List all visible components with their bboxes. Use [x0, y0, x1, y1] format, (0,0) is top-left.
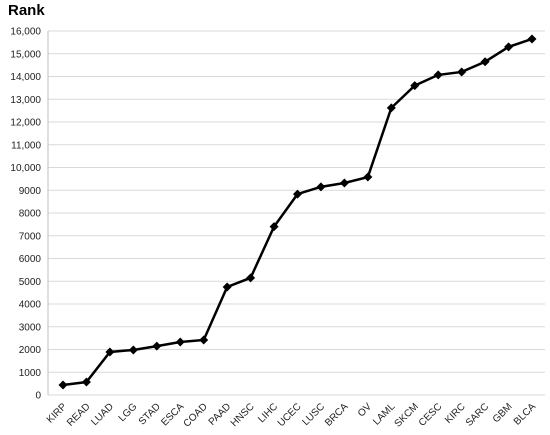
y-tick-label: 1000: [19, 368, 42, 379]
marker: [199, 335, 209, 345]
y-tick-label: 8000: [19, 209, 42, 220]
x-tick-label: BLCA: [512, 401, 538, 427]
x-tick-label: PAAD: [207, 401, 234, 428]
x-tick-label: SARC: [464, 401, 491, 428]
y-tick-label: 7000: [19, 231, 42, 242]
x-tick-label: STAD: [137, 401, 163, 427]
x-tick-label: UCEC: [276, 401, 304, 429]
x-tick-label: OV: [356, 401, 374, 419]
y-tick-label: 6000: [19, 254, 42, 265]
marker: [222, 282, 232, 292]
marker: [527, 34, 537, 44]
y-tick-label: 2000: [19, 345, 42, 356]
chart-title: Rank: [8, 2, 45, 19]
y-tick-label: 9000: [19, 186, 42, 197]
x-tick-label: SKCM: [393, 401, 421, 429]
x-tick-label: BRCA: [323, 401, 351, 429]
y-tick-label: 5000: [19, 277, 42, 288]
marker: [410, 81, 420, 91]
x-tick-label: READ: [65, 401, 92, 428]
marker: [363, 172, 373, 182]
x-tick-label: HNSC: [229, 401, 257, 429]
marker: [433, 70, 443, 80]
x-tick-label: LGG: [117, 401, 140, 424]
marker: [504, 42, 514, 52]
marker: [339, 178, 349, 188]
marker: [81, 377, 91, 387]
y-tick-label: 3000: [19, 322, 42, 333]
marker: [246, 273, 256, 283]
x-tick-label: LUAD: [89, 401, 116, 428]
y-tick-label: 15,000: [10, 49, 41, 60]
line: [62, 37, 533, 387]
marker: [152, 341, 162, 351]
y-tick-label: 10,000: [10, 163, 41, 174]
marker: [316, 182, 326, 192]
y-tick-label: 11,000: [11, 140, 41, 151]
y-tick-label: 13,000: [10, 95, 41, 106]
marker: [386, 103, 396, 113]
x-tick-label: COAD: [182, 401, 210, 429]
marker: [457, 67, 467, 77]
y-tick-label: 14,000: [10, 72, 41, 83]
marker: [480, 57, 490, 67]
marker: [293, 189, 302, 199]
x-tick-label: CESC: [417, 401, 444, 428]
marker: [105, 347, 115, 357]
y-tick-label: 12,000: [10, 118, 41, 129]
marker: [58, 380, 68, 390]
x-tick-label: LUSC: [300, 401, 327, 428]
y-tick-label: 0: [35, 391, 41, 402]
marker: [269, 222, 279, 232]
marker: [128, 345, 138, 355]
marker: [175, 337, 185, 347]
x-tick-label: ESCA: [159, 401, 186, 428]
x-tick-label: GBM: [491, 401, 515, 425]
y-tick-label: 16,000: [10, 27, 41, 38]
y-tick-label: 4000: [19, 300, 42, 311]
